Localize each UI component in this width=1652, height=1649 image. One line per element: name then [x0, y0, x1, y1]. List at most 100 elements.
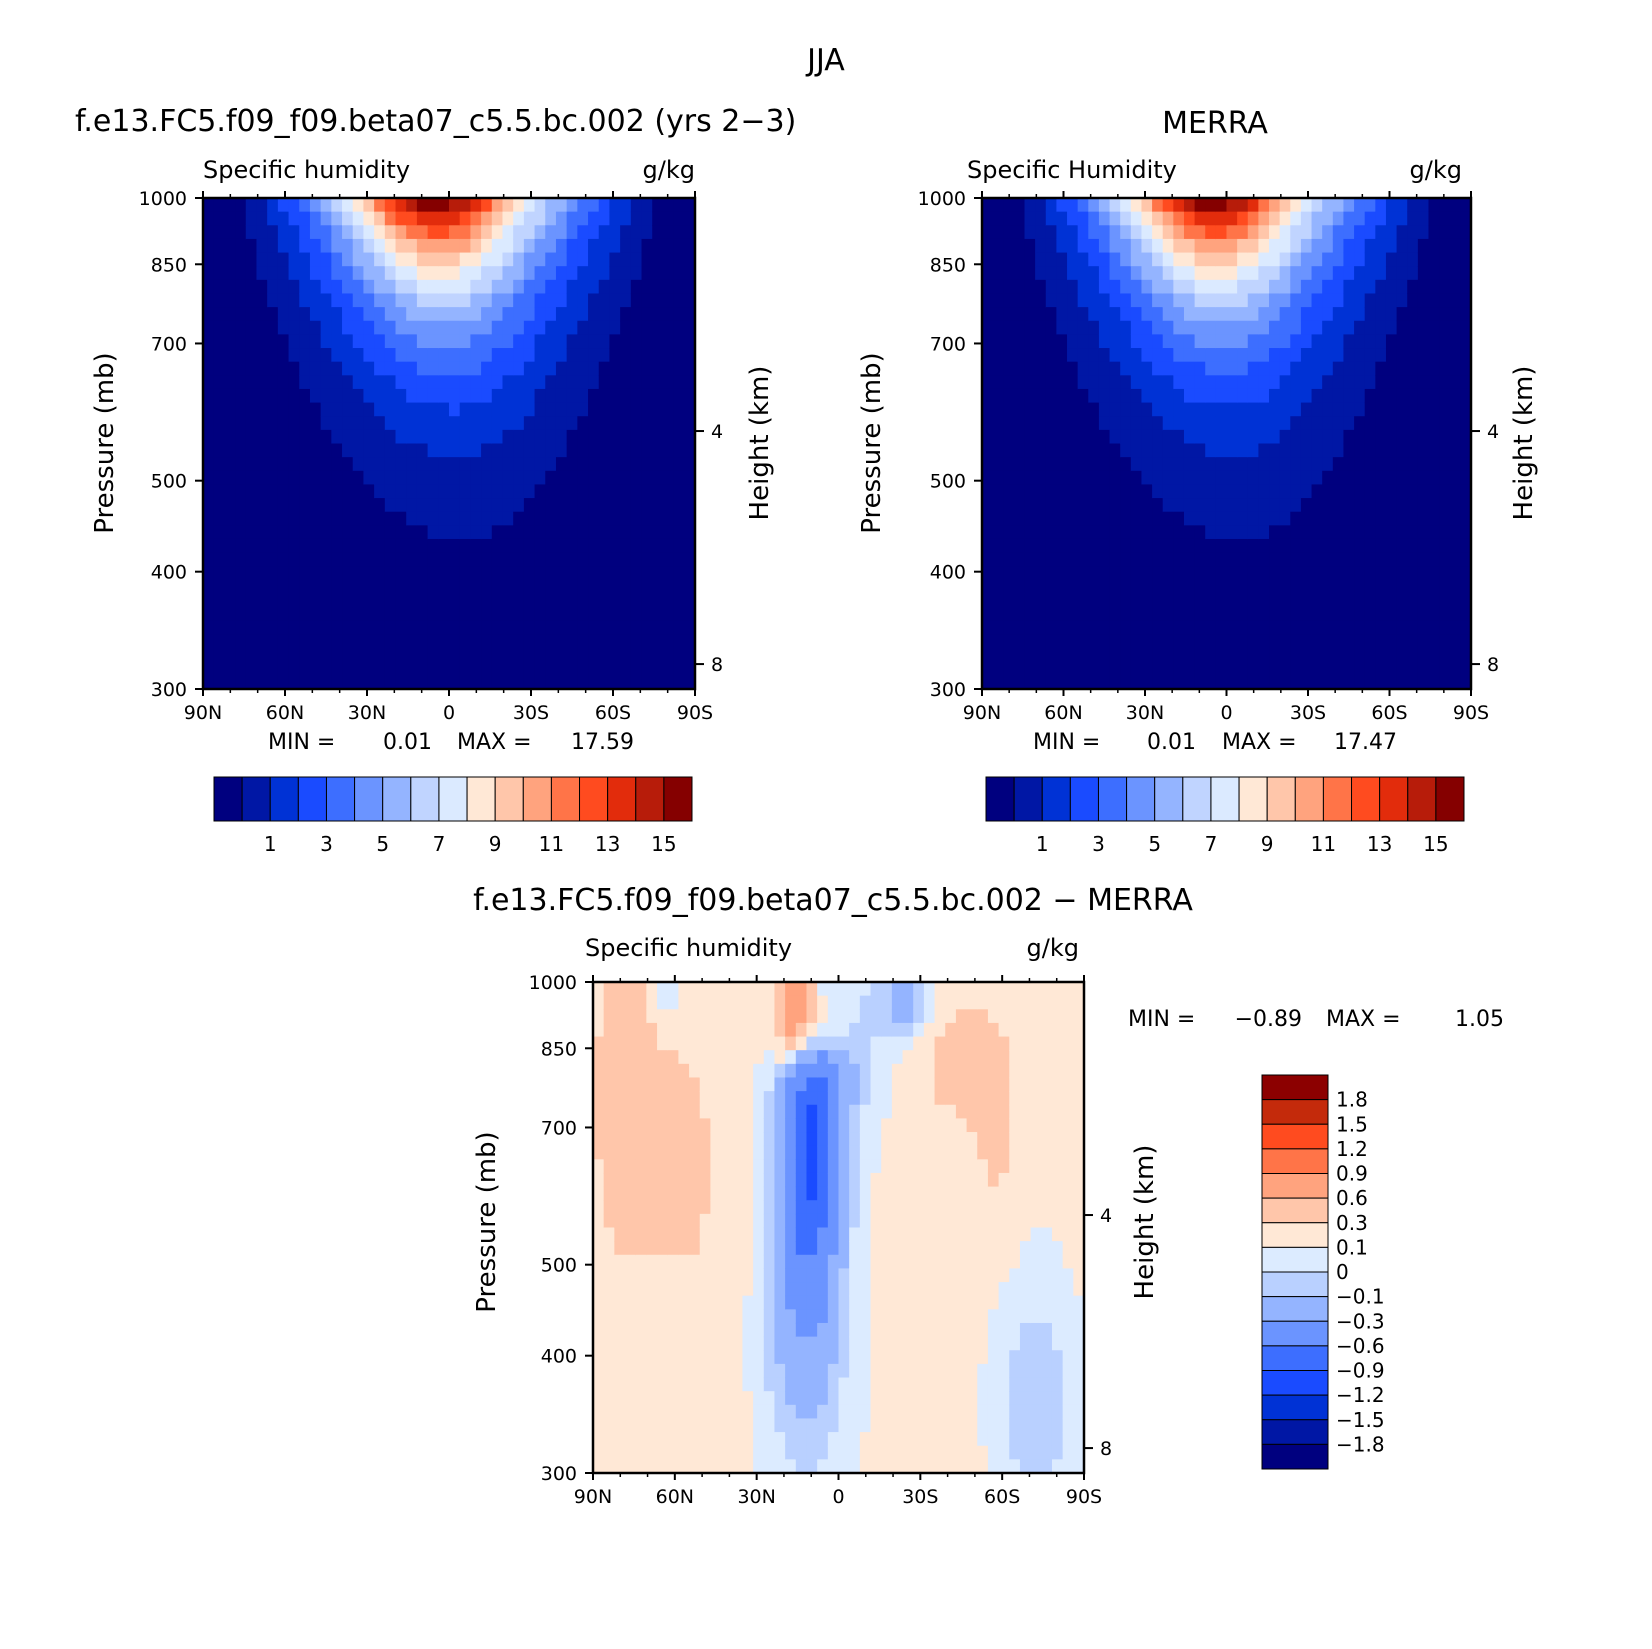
contour-cell — [1183, 429, 1196, 445]
y-right-tick-label: 8 — [711, 654, 723, 676]
contour-cell — [363, 375, 375, 390]
contour-cell — [1045, 484, 1058, 499]
contour-cell — [427, 320, 439, 335]
contour-cell — [1428, 198, 1440, 213]
contour-cell — [763, 1336, 776, 1351]
colorbar-label: 15 — [651, 832, 676, 856]
contour-cell — [977, 1050, 989, 1065]
contour-cell — [449, 320, 461, 335]
contour-cell — [1375, 198, 1387, 213]
y-right-tick-label: 8 — [1487, 654, 1499, 676]
contour-cell — [1364, 484, 1376, 499]
contour-cell — [881, 1295, 893, 1310]
contour-cell — [309, 648, 322, 663]
contour-cell — [1332, 211, 1345, 226]
contour-cell — [699, 1254, 712, 1270]
contour-cell — [710, 1336, 722, 1351]
contour-cell — [902, 1091, 914, 1106]
contour-cell — [523, 361, 536, 376]
contour-cell — [753, 1241, 765, 1256]
contour-cell — [689, 1418, 701, 1433]
contour-cell — [416, 238, 429, 254]
contour-cell — [1019, 1336, 1032, 1351]
contour-cell — [1045, 443, 1058, 458]
colorbar-label: 11 — [1311, 832, 1336, 856]
contour-cell — [1173, 648, 1185, 663]
contour-cell — [384, 307, 397, 322]
contour-cell — [299, 307, 311, 322]
contour-cell — [902, 1200, 914, 1215]
contour-cell — [1237, 211, 1249, 226]
contour-cell — [1035, 607, 1047, 622]
contour-cell — [1067, 225, 1079, 240]
contour-cell — [635, 1391, 647, 1406]
panel-case-title: f.e13.FC5.f09_f09.beta07_c5.5.bc.002 (yr… — [75, 104, 796, 139]
contour-cell — [267, 457, 279, 472]
contour-cell — [384, 620, 397, 636]
contour-cell — [256, 675, 268, 690]
contour-cell — [1141, 252, 1153, 267]
contour-cell — [1269, 484, 1281, 499]
contour-cell — [992, 198, 1004, 213]
contour-cell — [1279, 252, 1291, 267]
contour-cell — [982, 211, 994, 226]
contour-cell — [427, 552, 439, 567]
contour-cell — [646, 1418, 658, 1433]
contour-cell — [1003, 552, 1015, 567]
contour-cell — [934, 1404, 946, 1420]
contour-cell — [1162, 416, 1174, 431]
contour-cell — [577, 348, 589, 363]
contour-cell — [1290, 266, 1302, 281]
contour-cell — [1045, 498, 1058, 513]
contour-cell — [753, 1377, 765, 1392]
contour-cell — [459, 361, 471, 376]
contour-cell — [1269, 457, 1281, 472]
contour-cell — [491, 675, 504, 690]
contour-cell — [630, 620, 643, 636]
contour-cell — [662, 198, 675, 213]
contour-cell — [763, 982, 776, 997]
contour-cell — [992, 675, 1004, 690]
contour-cell — [945, 1432, 957, 1447]
contour-cell — [625, 1391, 637, 1406]
contour-cell — [1385, 620, 1398, 636]
contour-cell — [256, 443, 268, 458]
contour-cell — [1215, 607, 1228, 622]
contour-cell — [753, 1077, 765, 1092]
contour-cell — [523, 416, 536, 431]
contour-cell — [1385, 457, 1398, 472]
contour-cell — [1375, 443, 1387, 458]
contour-cell — [1300, 375, 1313, 390]
colorbar-box — [325, 776, 356, 822]
contour-cell — [235, 225, 247, 240]
contour-cell — [502, 607, 514, 622]
contour-cell — [998, 1268, 1010, 1283]
contour-cell — [331, 484, 343, 499]
contour-cell — [1226, 620, 1238, 636]
contour-cell — [395, 307, 407, 322]
contour-cell — [1300, 470, 1313, 486]
contour-cell — [1173, 498, 1185, 513]
contour-cell — [470, 293, 482, 308]
contour-cell — [342, 266, 354, 281]
contour-cell — [1067, 348, 1079, 363]
contour-cell — [1109, 525, 1121, 540]
contour-cell — [699, 1213, 712, 1229]
contour-cell — [320, 225, 332, 240]
contour-cell — [763, 1241, 776, 1256]
contour-cell — [1300, 348, 1313, 363]
contour-cell — [763, 1145, 776, 1160]
contour-cell — [870, 1282, 882, 1297]
contour-cell — [620, 348, 632, 363]
contour-cell — [1407, 320, 1419, 335]
contour-cell — [598, 293, 611, 308]
contour-cell — [299, 470, 311, 486]
contour-cell — [1003, 402, 1015, 417]
contour-cell — [277, 375, 290, 390]
contour-cell — [1183, 416, 1196, 431]
contour-cell — [625, 1200, 637, 1215]
contour-cell — [224, 388, 236, 404]
contour-cell — [1045, 525, 1058, 540]
contour-cell — [491, 498, 504, 513]
contour-cell — [827, 1022, 840, 1038]
